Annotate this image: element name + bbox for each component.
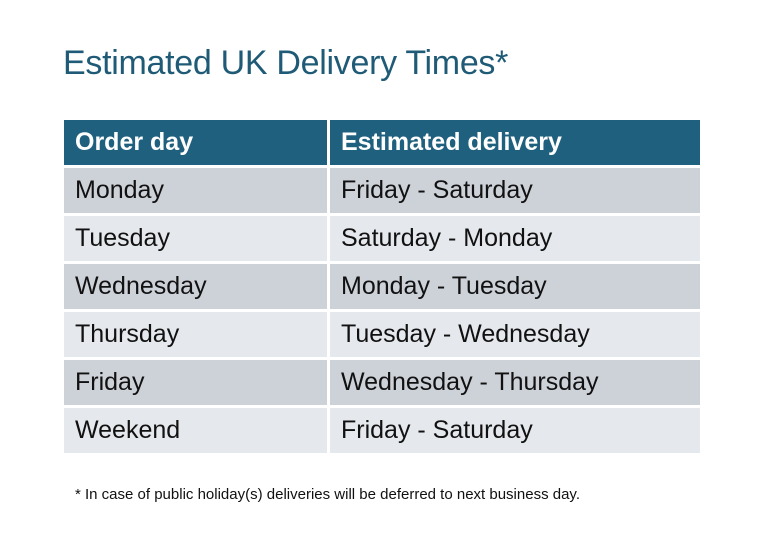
- delivery-cell: Saturday - Monday: [330, 216, 700, 261]
- delivery-cell: Monday - Tuesday: [330, 264, 700, 309]
- order-day-cell: Monday: [64, 168, 327, 213]
- delivery-cell: Tuesday - Wednesday: [330, 312, 700, 357]
- order-day-cell: Friday: [64, 360, 327, 405]
- table-header-row: Order day Estimated delivery: [64, 120, 700, 165]
- delivery-table: Order day Estimated delivery Monday Frid…: [61, 117, 703, 456]
- order-day-cell: Tuesday: [64, 216, 327, 261]
- table-row: Weekend Friday - Saturday: [64, 408, 700, 453]
- table-row: Monday Friday - Saturday: [64, 168, 700, 213]
- delivery-cell: Friday - Saturday: [330, 408, 700, 453]
- delivery-cell: Wednesday - Thursday: [330, 360, 700, 405]
- footnote: * In case of public holiday(s) deliverie…: [75, 486, 580, 503]
- table-row: Wednesday Monday - Tuesday: [64, 264, 700, 309]
- delivery-cell: Friday - Saturday: [330, 168, 700, 213]
- table-row: Friday Wednesday - Thursday: [64, 360, 700, 405]
- header-order-day: Order day: [64, 120, 327, 165]
- order-day-cell: Weekend: [64, 408, 327, 453]
- order-day-cell: Thursday: [64, 312, 327, 357]
- header-estimated-delivery: Estimated delivery: [330, 120, 700, 165]
- order-day-cell: Wednesday: [64, 264, 327, 309]
- page-title: Estimated UK Delivery Times*: [63, 44, 509, 82]
- table-row: Tuesday Saturday - Monday: [64, 216, 700, 261]
- table-row: Thursday Tuesday - Wednesday: [64, 312, 700, 357]
